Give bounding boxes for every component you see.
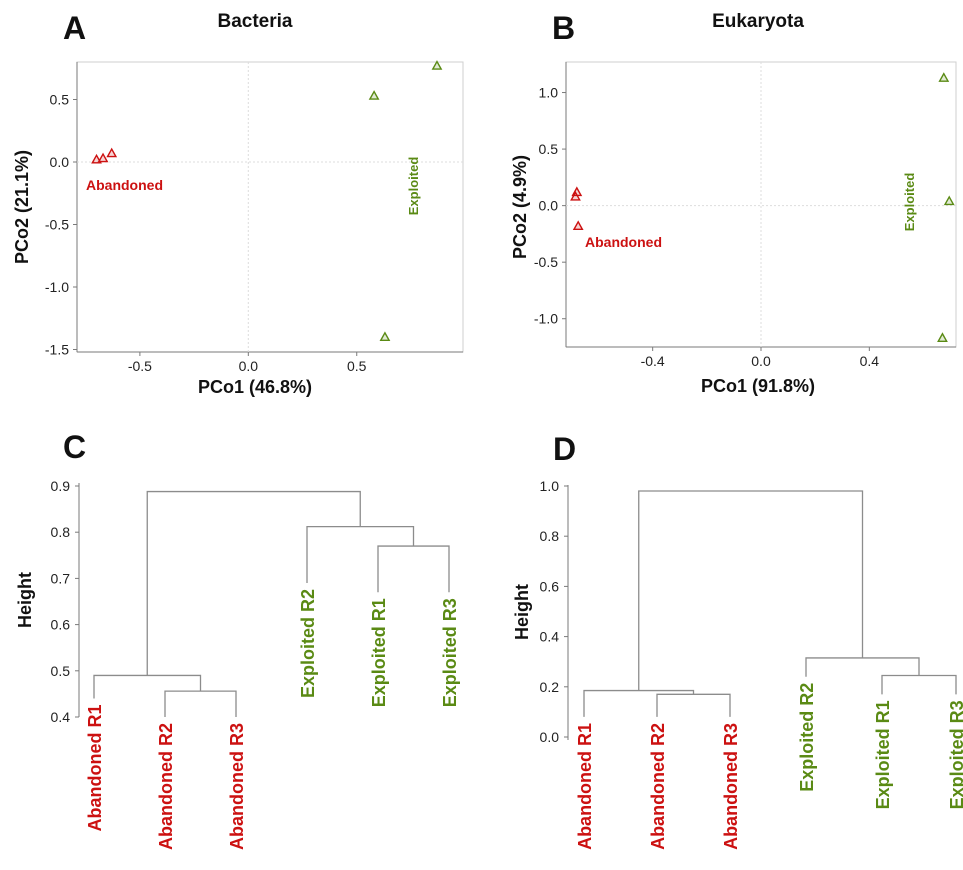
panel-b-x-tick-label: 0.4 xyxy=(860,353,880,369)
panel-d-leaf-label-exploited-r3: Exploited R3 xyxy=(947,700,963,809)
panel-c-y-tick-label: 0.9 xyxy=(51,478,71,494)
panel-c: C Height 0.9 0.8 0.7 0.6 0.5 0.4 Abandoned R1 A… xyxy=(15,429,460,850)
panel-b-point-exploited xyxy=(938,72,950,82)
panel-d-dendrogram-branch xyxy=(656,693,731,717)
panel-c-dendrogram-branch xyxy=(377,545,450,593)
panel-b-point-abandoned xyxy=(572,220,584,231)
panel-a-plot-area: -0.5 0.0 0.5 0.5 0.0 -0.5 -1.0 -1.5 Abandoned Exp… xyxy=(45,60,463,374)
panel-b-y-tick-label: -1.0 xyxy=(534,311,558,327)
panel-c-leaf-label-abandoned-r3: Abandoned R3 xyxy=(227,723,247,850)
panel-b-plot-frame xyxy=(565,61,957,348)
panel-b-point-exploited xyxy=(943,195,955,206)
panel-a-x-tick-label: -0.5 xyxy=(128,358,152,374)
panel-c-y-tick-label: 0.5 xyxy=(51,663,71,679)
panel-d-y-tick-label: 0.4 xyxy=(540,629,560,645)
panel-b-y-tick-label: 0.0 xyxy=(539,198,559,214)
panel-c-y-tick-label: 0.4 xyxy=(51,709,71,725)
panel-c-dendrogram-branch xyxy=(306,526,415,584)
panel-c-letter: C xyxy=(63,429,86,465)
panel-b-point-abandoned xyxy=(570,190,581,201)
panel-a-point-abandoned xyxy=(97,152,109,163)
panel-c-leaf-label-exploited-r3: Exploited R3 xyxy=(440,598,460,707)
panel-d: D Height 1.0 0.8 0.6 0.4 0.2 0.0 Abandoned R1 A… xyxy=(512,431,963,850)
panel-a-point-exploited xyxy=(431,60,443,70)
panel-a-group-label-exploited: Exploited xyxy=(406,157,421,216)
panel-a-point-abandoned xyxy=(106,147,118,158)
panel-b-y-tick-label: -0.5 xyxy=(534,254,558,270)
panel-b-group-label-abandoned: Abandoned xyxy=(585,234,662,250)
panel-a-group-label-abandoned: Abandoned xyxy=(86,177,163,193)
panel-a-letter: A xyxy=(63,10,86,46)
panel-d-leaf-label-abandoned-r3: Abandoned R3 xyxy=(721,723,741,850)
panel-d-leaf-label-abandoned-r2: Abandoned R2 xyxy=(648,723,668,850)
panel-d-dendrogram: 1.0 0.8 0.6 0.4 0.2 0.0 Abandoned R1 Abandoned … xyxy=(540,478,963,850)
panel-c-dendrogram-branch xyxy=(164,690,237,717)
panel-d-y-tick-label: 0.0 xyxy=(540,729,560,745)
panel-b-x-tick-label: -0.4 xyxy=(641,353,665,369)
panel-c-leaf-label-exploited-r1: Exploited R1 xyxy=(369,598,389,707)
panel-c-dendrogram: 0.9 0.8 0.7 0.6 0.5 0.4 Abandoned R1 Abandoned … xyxy=(51,478,460,850)
panel-a-y-tick-label: 0.0 xyxy=(50,154,70,170)
panel-a-x-tick-label: 0.5 xyxy=(347,358,367,374)
panel-d-leaf-label-exploited-r1: Exploited R1 xyxy=(873,700,893,809)
panel-b-point-abandoned xyxy=(571,186,583,197)
panel-d-dendrogram-branch xyxy=(881,674,957,695)
panel-c-leaf-label-abandoned-r2: Abandoned R2 xyxy=(156,723,176,850)
panel-c-y-tick-label: 0.8 xyxy=(51,524,71,540)
panel-d-y-tick-label: 0.8 xyxy=(540,528,560,544)
panel-b-letter: B xyxy=(552,10,575,46)
panel-b-group-label-exploited: Exploited xyxy=(902,173,917,232)
panel-d-leaf-label-exploited-r2: Exploited R2 xyxy=(797,683,817,792)
panel-a-y-tick-label: 0.5 xyxy=(50,92,70,108)
panel-d-letter: D xyxy=(553,431,576,467)
panel-b-y-tick-label: 0.5 xyxy=(539,141,559,157)
panel-d-y-tick-label: 0.6 xyxy=(540,578,560,594)
panel-b-y-tick-label: 1.0 xyxy=(539,85,559,101)
panel-d-leaf-label-abandoned-r1: Abandoned R1 xyxy=(575,723,595,850)
panel-b-x-tick-label: 0.0 xyxy=(751,353,771,369)
panel-a-y-tick-label: -1.5 xyxy=(45,342,69,358)
panel-a-x-axis-title: PCo1 (46.8%) xyxy=(198,377,312,397)
panel-d-dendrogram-branch xyxy=(638,490,864,691)
panel-c-dendrogram-branch xyxy=(146,490,361,676)
panel-a: A Bacteria PCo1 (46.8%) PCo2 (21.1%) -0.… xyxy=(12,10,464,397)
panel-d-dendrogram-branch xyxy=(805,657,920,677)
panel-c-y-axis-title: Height xyxy=(15,572,35,628)
panel-b-y-axis-title: PCo2 (4.9%) xyxy=(510,155,530,259)
panel-b-plot-area: -0.4 0.0 0.4 1.0 0.5 0.0 -0.5 -1.0 Abandoned Expl… xyxy=(534,62,956,369)
panel-a-point-exploited xyxy=(379,331,391,342)
panel-b-x-axis-title: PCo1 (91.8%) xyxy=(701,376,815,396)
panel-b-title: Eukaryota xyxy=(712,11,804,32)
panel-a-y-tick-label: -0.5 xyxy=(45,217,69,233)
panel-c-leaf-label-exploited-r2: Exploited R2 xyxy=(298,589,318,698)
panel-a-title: Bacteria xyxy=(218,11,293,32)
panel-c-y-tick-label: 0.6 xyxy=(51,617,71,633)
panel-a-y-tick-label: -1.0 xyxy=(45,279,69,295)
panel-d-y-tick-label: 1.0 xyxy=(540,478,560,494)
panel-a-x-tick-label: 0.0 xyxy=(239,358,259,374)
panel-d-y-tick-label: 0.2 xyxy=(540,679,560,695)
panel-b-point-exploited xyxy=(937,332,948,343)
panel-b: B Eukaryota PCo1 (91.8%) PCo2 (4.9%) -0.… xyxy=(510,10,957,396)
panel-c-y-tick-label: 0.7 xyxy=(51,570,71,586)
panel-c-dendrogram-branch xyxy=(93,674,202,699)
panel-c-leaf-label-abandoned-r1: Abandoned R1 xyxy=(85,705,105,832)
panel-a-point-exploited xyxy=(368,90,380,100)
panel-d-y-axis-title: Height xyxy=(512,584,532,640)
panel-a-y-axis-title: PCo2 (21.1%) xyxy=(12,150,32,264)
